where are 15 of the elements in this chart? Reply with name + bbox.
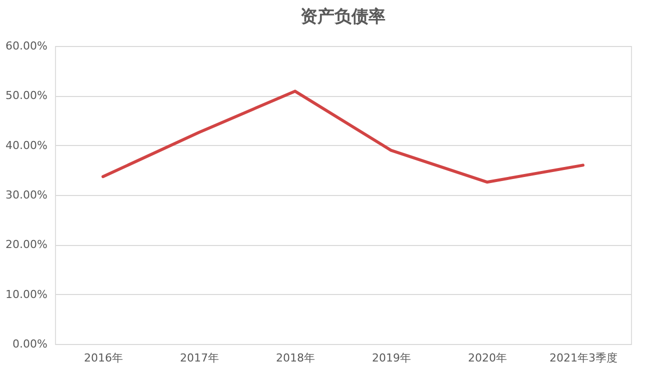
- x-tick-label: 2016年: [84, 352, 123, 364]
- y-tick-label: 10.00%: [6, 288, 48, 301]
- y-tick-label: 50.00%: [6, 89, 48, 102]
- chart-title: 资产负债率: [300, 7, 386, 27]
- x-tick-label: 2018年: [276, 352, 315, 364]
- y-tick-label: 60.00%: [6, 40, 48, 52]
- y-tick-label: 40.00%: [6, 138, 48, 152]
- y-tick-label: 30.00%: [6, 188, 48, 202]
- x-tick-label: 2021年3季度: [550, 352, 618, 364]
- x-tick-label: 2019年: [372, 352, 411, 364]
- y-tick-label: 20.00%: [6, 238, 48, 252]
- x-tick-label: 2017年: [180, 352, 219, 364]
- line-series: [102, 90, 584, 184]
- y-tick-label: 0.00%: [12, 338, 48, 350]
- x-tick-label: 2020年: [468, 352, 507, 364]
